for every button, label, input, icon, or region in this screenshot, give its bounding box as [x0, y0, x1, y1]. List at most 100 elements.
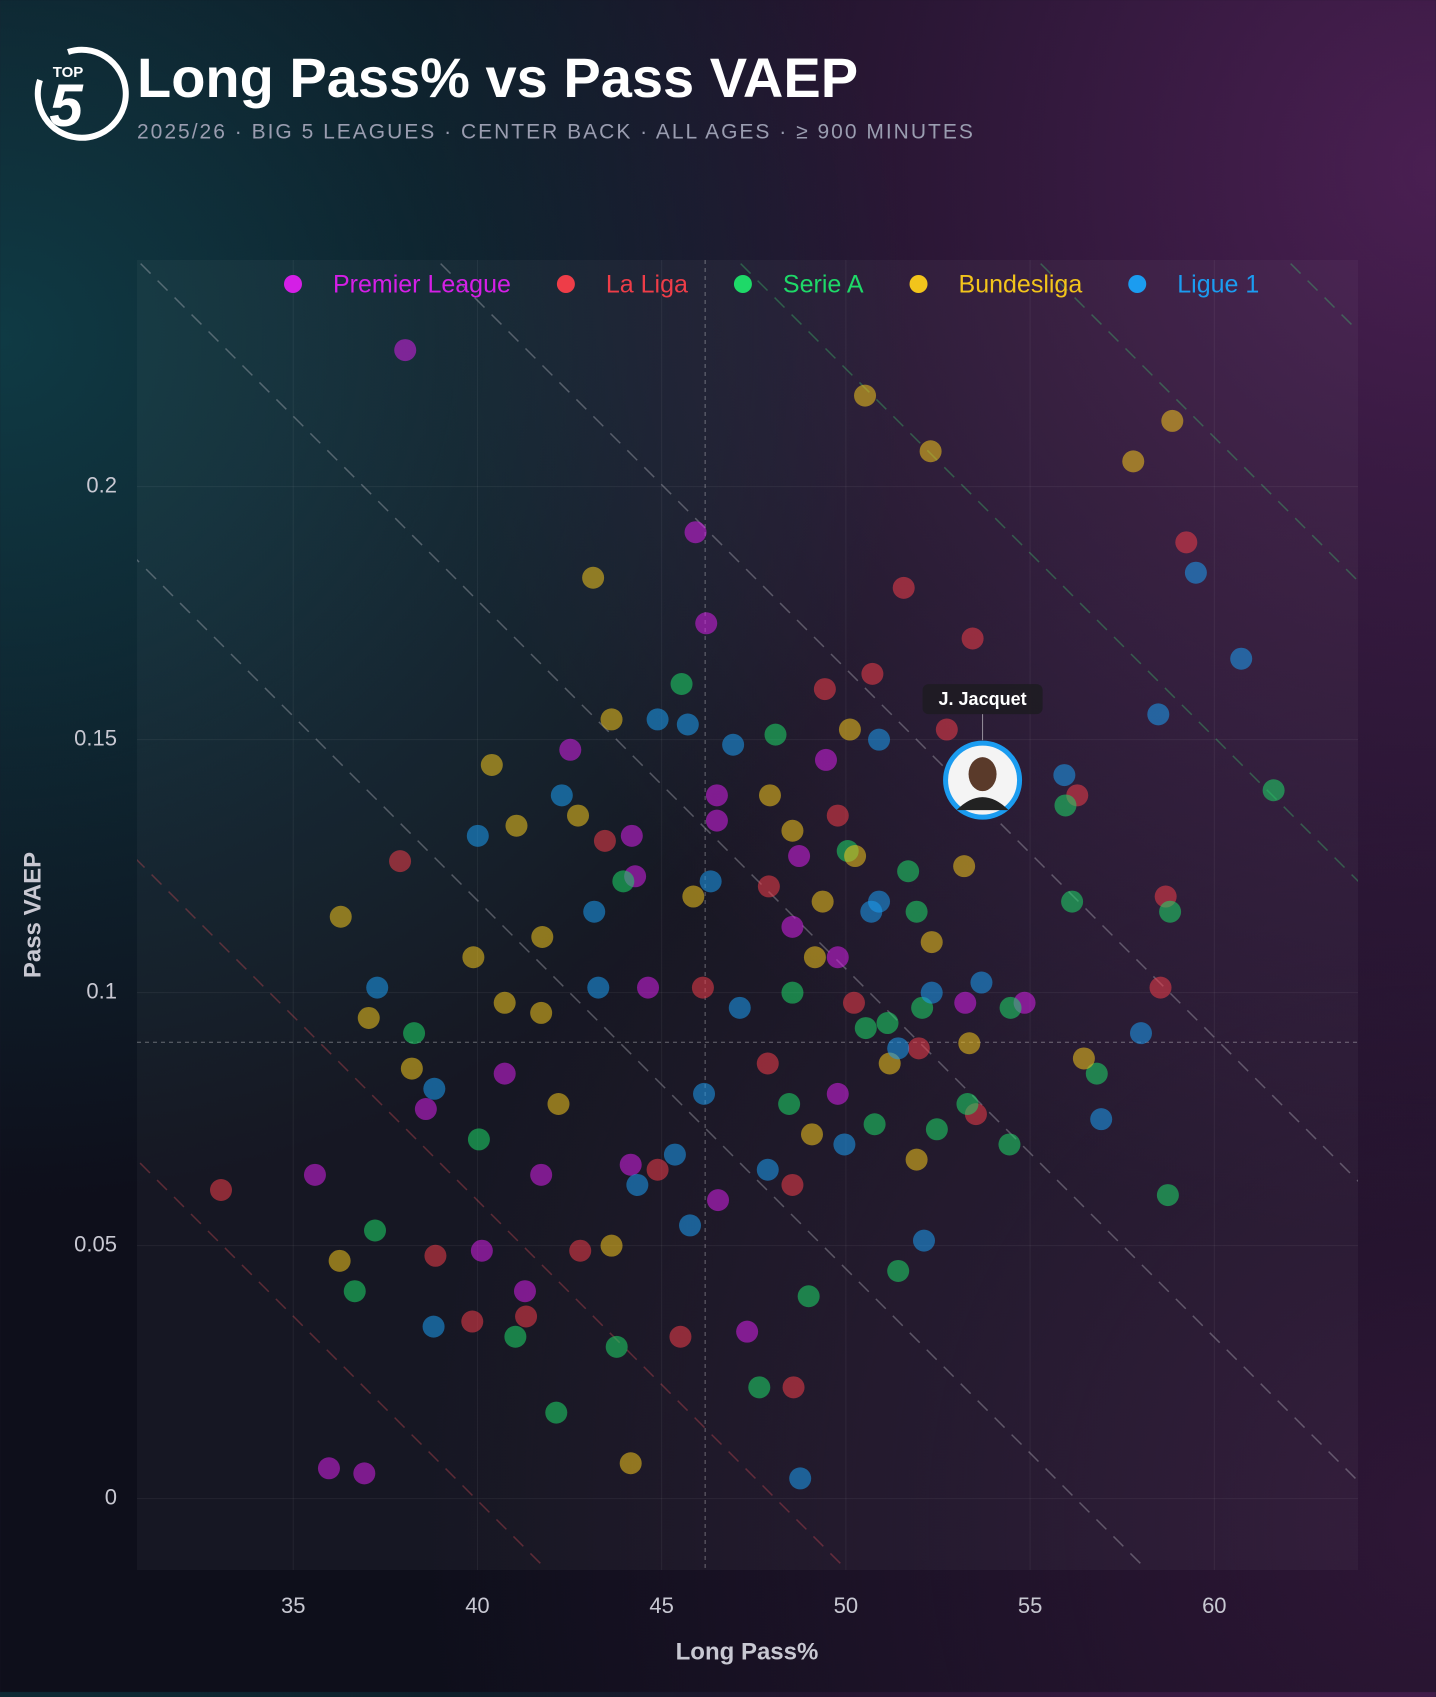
data-point — [722, 733, 745, 756]
data-point — [860, 900, 883, 923]
data-point — [905, 1148, 928, 1171]
data-point — [1161, 409, 1184, 432]
y-tick-label: 0.05 — [74, 1231, 117, 1256]
data-point — [531, 926, 554, 949]
data-point — [905, 900, 928, 923]
plot-layer — [137, 260, 1358, 1570]
data-point — [1230, 647, 1253, 670]
data-point — [1054, 794, 1077, 817]
data-point — [782, 1376, 805, 1399]
data-point — [781, 819, 804, 842]
data-point — [854, 1017, 877, 1040]
data-point — [693, 1082, 716, 1105]
data-point — [757, 875, 780, 898]
y-tick-label: 0.1 — [86, 978, 117, 1003]
data-point — [366, 976, 389, 999]
data-point — [210, 1179, 233, 1202]
data-point — [814, 748, 837, 771]
data-point — [778, 1092, 801, 1115]
data-point — [797, 1285, 820, 1308]
data-point — [303, 1163, 326, 1186]
x-tick-label: 35 — [281, 1593, 305, 1618]
logo-ring — [34, 46, 129, 141]
data-point — [803, 946, 826, 969]
data-point — [317, 1457, 340, 1480]
data-point — [1149, 976, 1172, 999]
data-point — [953, 855, 976, 878]
data-point — [789, 1467, 812, 1490]
data-point — [513, 1280, 536, 1303]
data-point — [838, 718, 861, 741]
data-point — [863, 1113, 886, 1136]
data-point — [956, 1092, 979, 1115]
data-point — [422, 1315, 445, 1338]
data-point — [1072, 1047, 1095, 1070]
data-point — [920, 931, 943, 954]
data-point — [682, 885, 705, 908]
data-point — [826, 1082, 849, 1105]
data-point — [612, 870, 635, 893]
logo-top: TOP — [53, 64, 84, 81]
data-point — [461, 1310, 484, 1333]
data-point — [646, 1158, 669, 1181]
data-point — [844, 845, 867, 868]
y-tick-label: 0.2 — [86, 472, 117, 497]
diagonal-guide — [435, 260, 1358, 1183]
data-point — [676, 713, 699, 736]
data-point — [935, 718, 958, 741]
data-point — [619, 1153, 642, 1176]
data-point — [736, 1320, 759, 1343]
data-point — [707, 1189, 730, 1212]
x-tick-label: 45 — [649, 1593, 673, 1618]
data-point — [619, 1452, 642, 1475]
data-point — [466, 824, 489, 847]
legend-label: Bundesliga — [959, 271, 1083, 299]
data-point — [699, 870, 722, 893]
legend-swatch — [733, 275, 752, 293]
data-point — [587, 976, 610, 999]
data-point — [646, 708, 669, 731]
data-point — [567, 804, 590, 827]
data-point — [582, 566, 605, 589]
data-point — [620, 824, 643, 847]
data-point — [1184, 561, 1207, 584]
data-point — [800, 1123, 823, 1146]
data-point — [1061, 890, 1084, 913]
data-point — [364, 1219, 387, 1242]
data-point — [907, 1037, 930, 1060]
x-tick-label: 55 — [1018, 1593, 1042, 1618]
data-point — [1085, 1062, 1108, 1085]
data-point — [583, 900, 606, 923]
data-point — [826, 946, 849, 969]
data-point — [861, 662, 884, 685]
data-point — [813, 678, 836, 701]
data-point — [999, 996, 1022, 1019]
data-point — [958, 1032, 981, 1055]
data-point — [593, 829, 616, 852]
logo-number: 5 — [49, 72, 84, 139]
legend-swatch — [284, 275, 302, 293]
data-point — [756, 1052, 779, 1075]
data-point — [876, 1012, 899, 1035]
data-point — [1129, 1022, 1152, 1045]
data-point — [424, 1244, 447, 1267]
data-point — [758, 784, 781, 807]
legend-swatch — [909, 275, 928, 293]
data-point — [470, 1239, 493, 1262]
data-point — [403, 1022, 426, 1045]
data-point — [925, 1118, 948, 1141]
legend-swatch — [1128, 275, 1147, 293]
diagonal-guide — [137, 260, 1358, 1483]
data-point — [1122, 450, 1145, 473]
data-point — [811, 890, 834, 913]
player-face — [968, 757, 997, 792]
data-point — [394, 339, 417, 362]
data-point — [781, 1173, 804, 1196]
data-point — [748, 1376, 771, 1399]
diagonal-guide — [137, 558, 1149, 1570]
data-point — [788, 845, 811, 868]
data-point — [515, 1305, 538, 1328]
data-point — [842, 991, 865, 1014]
